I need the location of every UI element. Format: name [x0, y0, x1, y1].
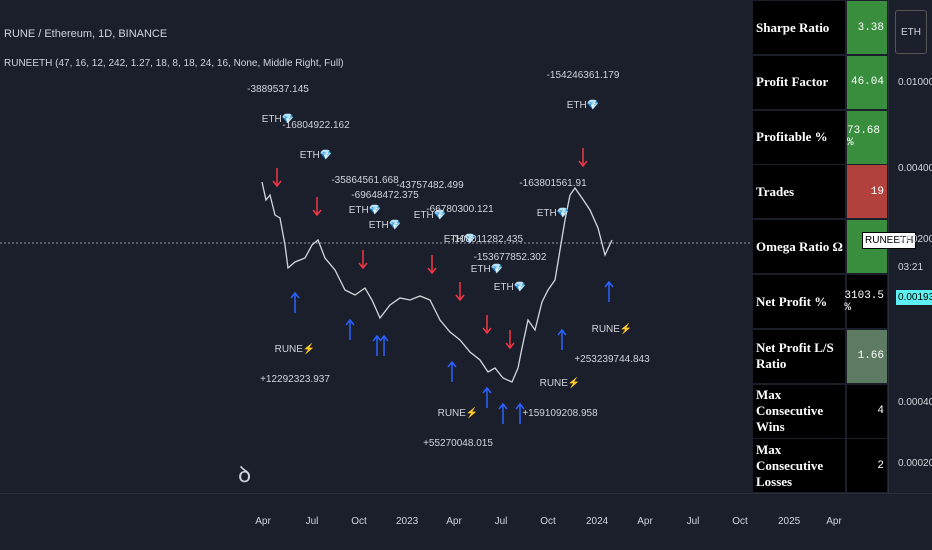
- stat-value: 46.04: [846, 54, 888, 110]
- time-label: Oct: [351, 516, 367, 527]
- stat-value: 3103.5 %: [844, 274, 888, 329]
- chart-area: ꝺ -3889537.145ETH💎-16804922.162ETH💎-3586…: [0, 70, 752, 487]
- time-label: Apr: [826, 516, 842, 527]
- currency-button[interactable]: ETH: [895, 10, 927, 54]
- sell-amount: -163801561.91: [519, 178, 587, 189]
- buy-amount: +12292323.937: [260, 374, 330, 385]
- marker-price: 0.0019300: [896, 290, 932, 305]
- price-label: 0.0002000: [898, 458, 932, 469]
- stat-label: Profitable %: [752, 109, 846, 165]
- sell-amount: -35864561.668: [331, 175, 399, 186]
- buy-arrow: [379, 334, 389, 356]
- stat-label: Net Profit L/S Ratio: [752, 328, 846, 384]
- price-label: 0.0100000: [898, 77, 932, 88]
- price-label: 0.0004000: [898, 397, 932, 408]
- buy-arrow: [372, 334, 382, 356]
- buy-arrow: [515, 402, 525, 424]
- time-label: Jul: [686, 516, 700, 527]
- sell-tag: ETH💎: [567, 99, 599, 111]
- sell-tag: ETH💎: [262, 113, 294, 125]
- stat-value: 19: [846, 164, 888, 220]
- stat-label: Net Profit %: [752, 274, 846, 329]
- time-label: Jul: [305, 516, 319, 527]
- sell-arrow: [312, 197, 322, 217]
- buy-tag: RUNE⚡: [438, 406, 479, 419]
- sell-arrow: [427, 255, 437, 275]
- price-label: 0.0040000: [898, 163, 932, 174]
- sell-tag: ETH💎: [471, 263, 503, 275]
- sell-amount: -66780300.121: [426, 204, 494, 215]
- time-label: Apr: [446, 516, 462, 527]
- time-label: Apr: [637, 516, 653, 527]
- stat-label: Max Consecutive Wins: [752, 383, 846, 439]
- stat-label: Sharpe Ratio: [752, 0, 846, 55]
- buy-amount: +55270048.015: [423, 438, 493, 449]
- buy-arrow: [447, 360, 457, 382]
- svg-text:ꝺ: ꝺ: [238, 462, 251, 487]
- buy-tag: RUNE⚡: [275, 342, 316, 355]
- sell-tag: ETH💎: [300, 149, 332, 161]
- sell-tag: ETH💎: [349, 204, 381, 216]
- time-label: 2024: [586, 516, 609, 527]
- symbol-tag: RUNEETH: [862, 232, 917, 249]
- buy-arrow: [557, 328, 567, 350]
- stat-value: 4: [846, 383, 888, 439]
- stat-value: 73.68 %: [846, 109, 888, 165]
- stat-label: Max Consecutive Losses: [752, 438, 846, 494]
- sell-arrow: [578, 148, 588, 168]
- stat-value: 2: [846, 438, 888, 494]
- time-axis: [0, 493, 932, 550]
- buy-arrow: [604, 280, 614, 302]
- sell-tag: ETH💎: [537, 207, 569, 219]
- indicator-title: RUNEETH (47, 16, 12, 242, 1.27, 18, 8, 1…: [4, 58, 344, 69]
- time-label: Oct: [540, 516, 556, 527]
- stat-label: Trades: [752, 164, 846, 220]
- sell-tag: ETH💎: [414, 209, 446, 221]
- stat-label: Profit Factor: [752, 54, 846, 110]
- buy-arrow: [482, 386, 492, 408]
- buy-amount: +253239744.843: [574, 354, 650, 365]
- buy-arrow: [498, 402, 508, 424]
- time-label: 2023: [396, 516, 419, 527]
- stat-value: 1.66: [846, 328, 888, 384]
- sell-arrow: [358, 250, 368, 270]
- sell-amount: -154246361.179: [547, 70, 620, 81]
- sell-amount: -16804922.162: [282, 120, 350, 131]
- last-price: 0.0020077: [898, 234, 932, 245]
- app-logo: ꝺ: [238, 462, 251, 487]
- sell-arrow: [272, 168, 282, 188]
- stat-label: Omega Ratio Ω: [752, 219, 846, 275]
- buy-arrow: [345, 318, 355, 340]
- sell-amount: -3889537.145: [247, 84, 309, 95]
- sell-tag: ETH💎: [369, 219, 401, 231]
- sell-tag: ETH💎: [444, 233, 476, 245]
- countdown: 03:21: [898, 262, 924, 273]
- buy-amount: +159109208.958: [522, 408, 598, 419]
- buy-tag: RUNE⚡: [592, 322, 633, 335]
- time-label: Apr: [255, 516, 271, 527]
- sell-arrow: [505, 330, 515, 350]
- sell-amount: -43757482.499: [396, 180, 464, 191]
- buy-tag: RUNE⚡: [540, 376, 581, 389]
- price-line: [261, 181, 613, 383]
- sell-amount: -108011282.435: [451, 234, 524, 245]
- time-label: Oct: [732, 516, 748, 527]
- time-label: Jul: [494, 516, 508, 527]
- sell-amount: -69648472.375: [351, 190, 419, 201]
- stat-value: 3.38: [846, 0, 888, 55]
- time-label: 2025: [778, 516, 801, 527]
- buy-arrow: [290, 291, 300, 313]
- symbol-title: RUNE / Ethereum, 1D, BINANCE: [4, 28, 168, 40]
- sell-tag: ETH💎: [494, 281, 526, 293]
- sell-arrow: [482, 315, 492, 335]
- sell-arrow: [455, 282, 465, 302]
- sell-amount: -153677852.302: [474, 252, 547, 263]
